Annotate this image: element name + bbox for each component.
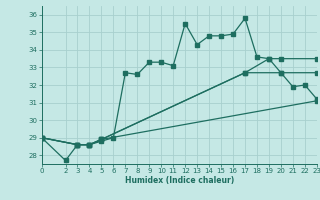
X-axis label: Humidex (Indice chaleur): Humidex (Indice chaleur)	[124, 176, 234, 185]
